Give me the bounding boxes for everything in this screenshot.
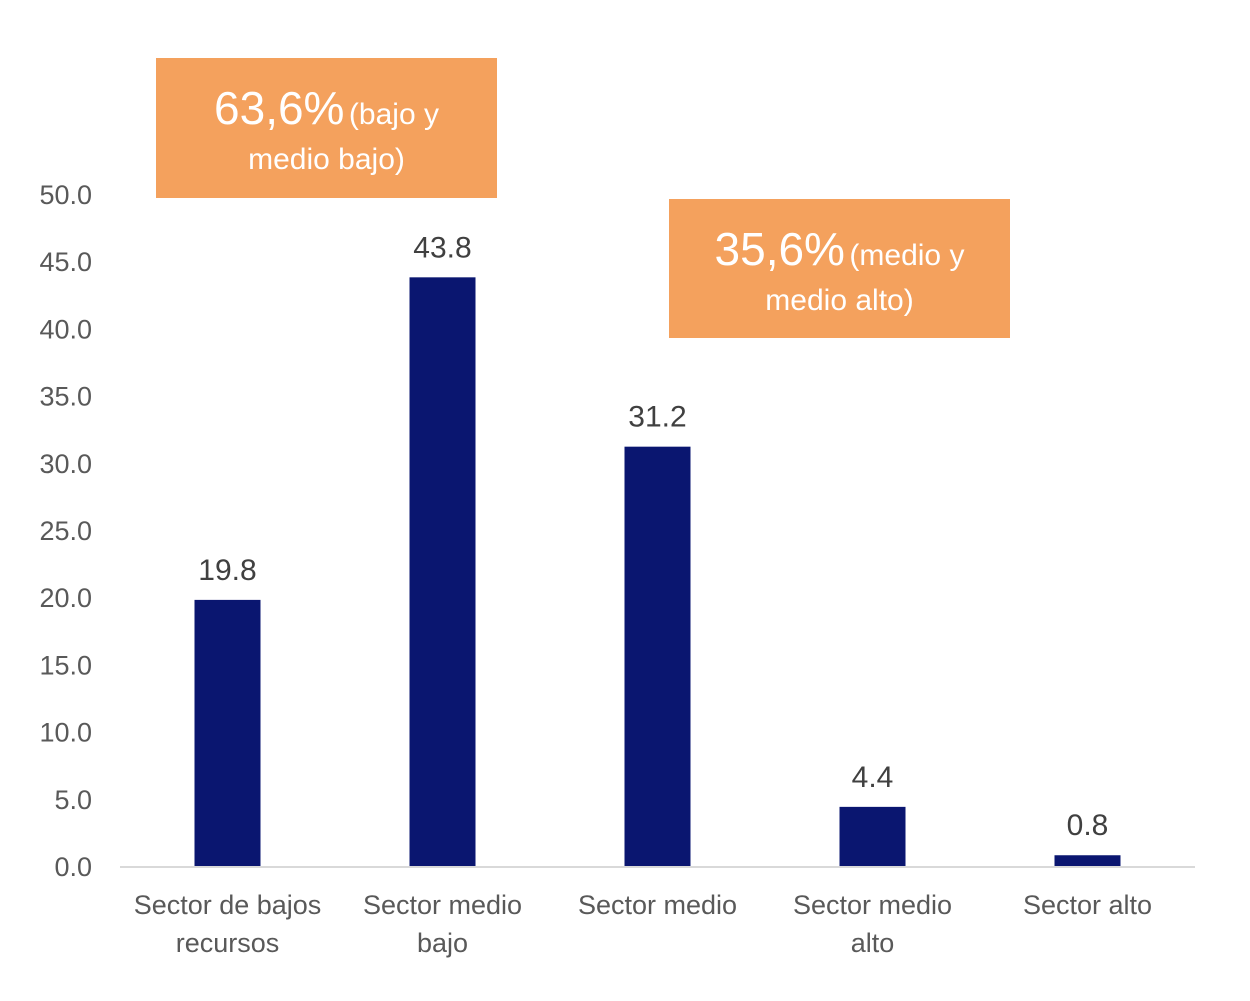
category-label: Sector medio	[793, 890, 952, 920]
y-tick-label: 35.0	[39, 382, 92, 412]
bar	[1054, 855, 1121, 866]
y-tick-label: 45.0	[39, 247, 92, 277]
y-tick-label: 5.0	[54, 785, 92, 815]
bar-value-label: 43.8	[413, 231, 471, 264]
bar-value-label: 31.2	[628, 401, 686, 434]
y-tick-label: 25.0	[39, 516, 92, 546]
y-tick-label: 0.0	[54, 852, 92, 882]
category-label: Sector medio	[578, 890, 737, 920]
annotation-mid-sectors: 35,6% (medio y medio alto)	[669, 199, 1010, 338]
y-tick-label: 10.0	[39, 718, 92, 748]
bar-value-label: 0.8	[1067, 809, 1109, 842]
y-tick-label: 15.0	[39, 650, 92, 680]
annotation-mid-text-b: medio alto)	[765, 284, 914, 317]
annotation-mid-text-a: (medio y	[849, 239, 965, 272]
annotation-low-text-b: medio bajo)	[248, 143, 405, 176]
bar	[624, 446, 691, 866]
bar	[409, 277, 476, 866]
annotation-low-percent: 63,6%	[214, 82, 345, 134]
bar	[839, 806, 906, 866]
y-tick-label: 30.0	[39, 449, 92, 479]
category-label: bajo	[417, 928, 468, 958]
bar-value-label: 4.4	[852, 761, 894, 794]
annotation-mid-percent: 35,6%	[714, 223, 845, 275]
bar-value-label: 19.8	[198, 554, 256, 587]
category-label: Sector de bajos	[134, 890, 322, 920]
y-tick-label: 20.0	[39, 583, 92, 613]
category-label: alto	[851, 928, 895, 958]
annotation-low-sectors: 63,6% (bajo y medio bajo)	[156, 58, 497, 198]
annotation-low-text-a: (bajo y	[348, 98, 439, 131]
y-tick-label: 50.0	[39, 180, 92, 210]
category-label: Sector medio	[363, 890, 522, 920]
category-label: Sector alto	[1023, 890, 1152, 920]
y-tick-label: 40.0	[39, 314, 92, 344]
category-label: recursos	[176, 928, 280, 958]
bar	[194, 599, 261, 866]
